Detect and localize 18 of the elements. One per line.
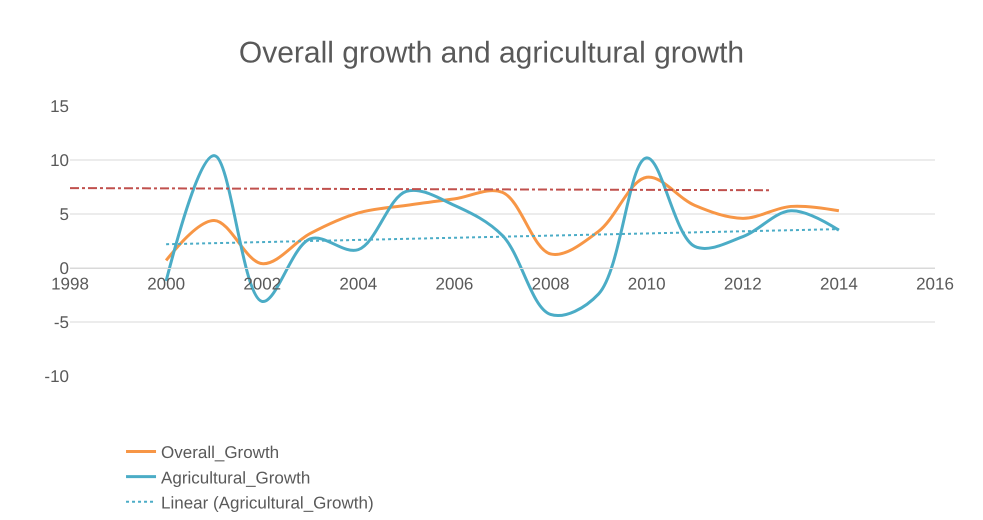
y-tick-label: 15: [50, 96, 69, 116]
chart-title: Overall growth and agricultural growth: [238, 36, 744, 70]
x-tick-label: 2004: [339, 274, 378, 294]
y-tick-label: 5: [60, 204, 69, 224]
x-tick-label: 2010: [628, 274, 666, 294]
y-tick-label: -10: [44, 366, 69, 386]
legend-label: Overall_Growth: [161, 443, 280, 462]
y-tick-label: 10: [50, 150, 69, 170]
x-tick-label: 2014: [820, 274, 858, 294]
legend-label: Agricultural_Growth: [161, 468, 310, 488]
legend-label: Linear (Agricultural_Growth): [161, 493, 374, 512]
x-tick-label: 2008: [532, 274, 570, 294]
line-series: [164, 176, 840, 266]
x-tick-label: 2016: [916, 274, 954, 294]
x-tick-label: 2012: [724, 274, 762, 294]
x-tick-label: 2006: [436, 274, 474, 294]
y-tick-label: -5: [54, 312, 69, 332]
x-tick-label: 2000: [147, 274, 186, 294]
